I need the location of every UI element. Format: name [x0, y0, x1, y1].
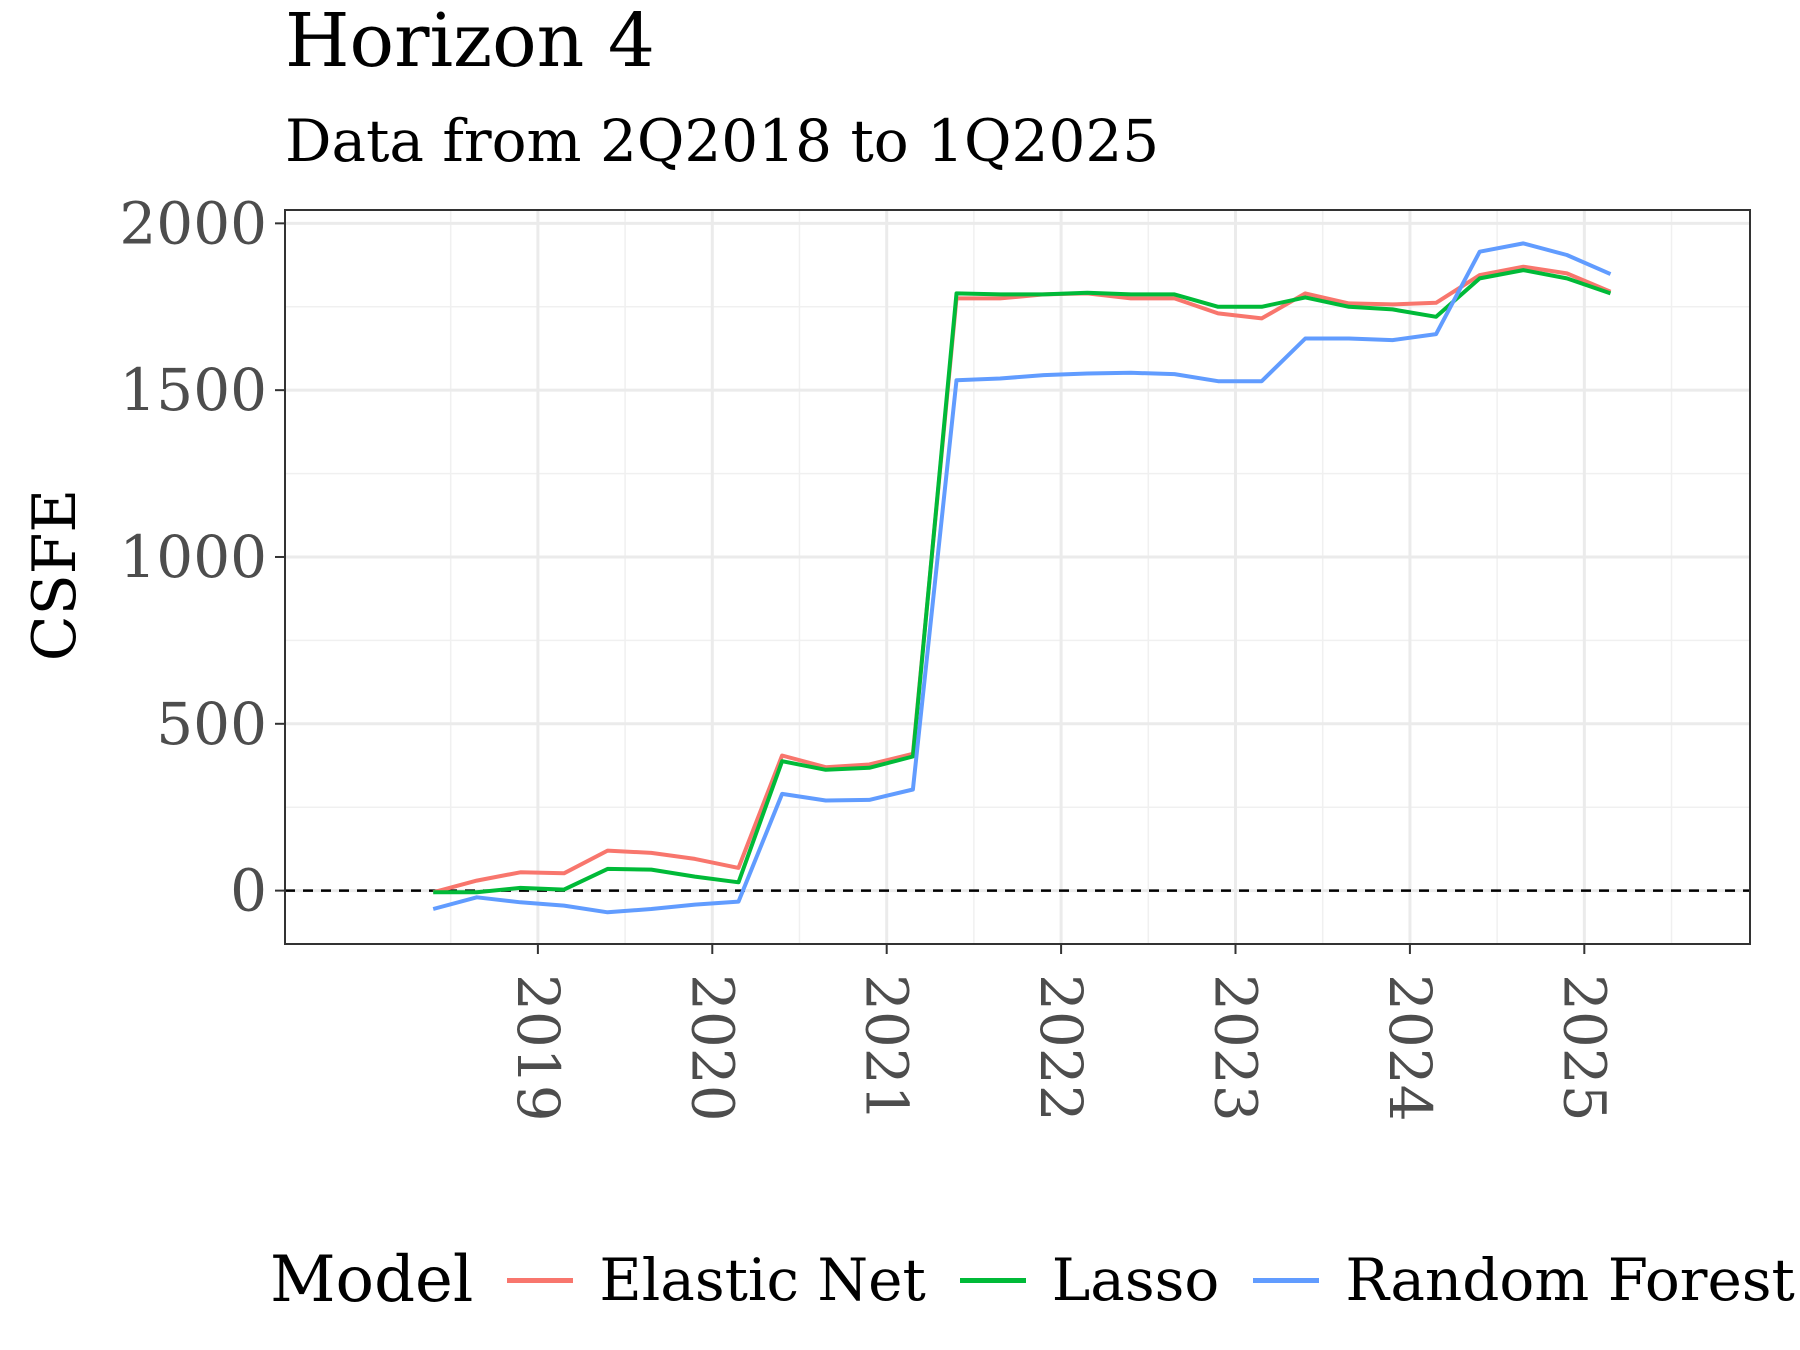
y-tick-label: 1500: [119, 356, 267, 424]
y-tick-label: 0: [230, 857, 267, 925]
legend-label-lasso: Lasso: [1051, 1246, 1220, 1314]
legend-key-lasso: [959, 1277, 1026, 1283]
x-tick-label: 2024: [1376, 974, 1444, 1122]
y-axis: 0 500 1000 1500 2000: [119, 189, 285, 925]
x-tick-label: 2020: [678, 974, 746, 1122]
x-tick-label: 2019: [504, 974, 572, 1122]
series-line-random-forest: [432, 241, 1612, 915]
y-tick-label: 1000: [119, 523, 267, 591]
legend: Model Elastic Net Lasso Random Forest: [270, 1240, 1800, 1320]
y-tick-label: 500: [156, 690, 267, 758]
legend-label-elastic-net: Elastic Net: [599, 1246, 926, 1314]
legend-item-lasso: Lasso: [959, 1246, 1220, 1314]
x-axis: 2019 2020 2021 2022 2023 2024 2025: [504, 944, 1618, 1122]
x-tick-label: 2021: [853, 974, 921, 1122]
legend-key-random-forest: [1253, 1277, 1320, 1283]
legend-item-elastic-net: Elastic Net: [507, 1246, 926, 1314]
legend-title: Model: [270, 1243, 474, 1317]
series-line-lasso: [433, 268, 1612, 895]
x-tick-label: 2022: [1027, 974, 1095, 1122]
chart-subtitle: Data from 2Q2018 to 1Q2025: [285, 107, 1160, 175]
series-line-elastic-net: [432, 264, 1612, 895]
legend-item-random-forest: Random Forest: [1253, 1246, 1795, 1314]
x-tick-label: 2025: [1550, 974, 1618, 1122]
x-tick-label: 2023: [1202, 974, 1270, 1122]
line-chart: 0 500 1000 1500 2000 2019 2020 2021 2022 2023 202…: [119, 189, 1751, 1122]
legend-label-random-forest: Random Forest: [1345, 1246, 1795, 1314]
chart-title: Horizon 4: [285, 0, 655, 84]
minor-gridlines: [285, 210, 1750, 944]
y-tick-label: 2000: [119, 189, 267, 257]
legend-key-elastic-net: [507, 1277, 574, 1283]
series-lines: [432, 241, 1612, 915]
plot-panel-border: [284, 209, 1751, 945]
major-gridlines: [285, 210, 1750, 944]
